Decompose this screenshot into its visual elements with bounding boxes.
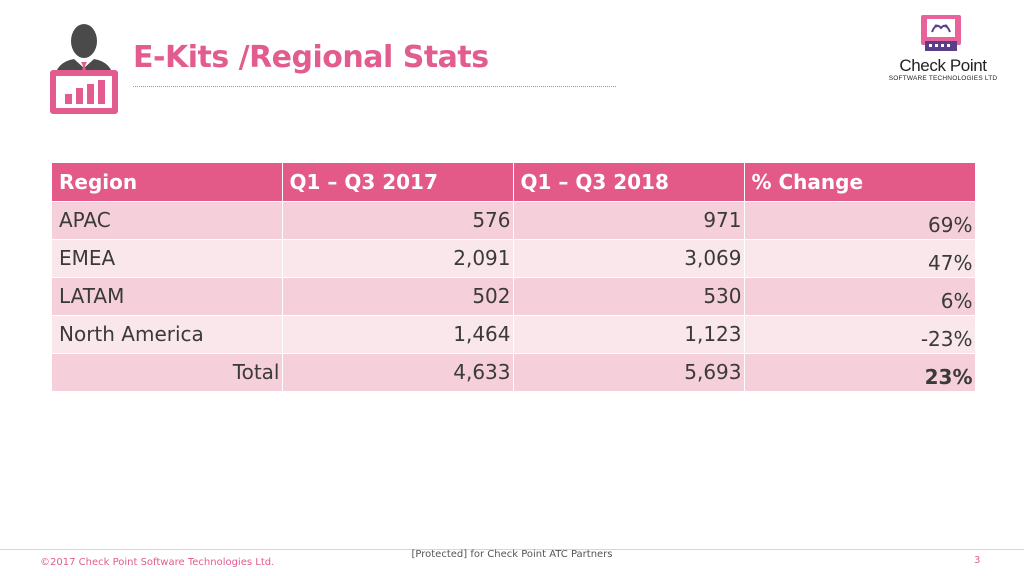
logo-subtitle: SOFTWARE TECHNOLOGIES LTD [888,75,998,82]
change-cell: -23% [744,315,976,354]
total-label-cell: Total [52,353,283,392]
value-2018-cell: 530 [513,277,745,316]
table-row: EMEA 2,091 3,069 47% [52,239,976,278]
value-2017-cell: 2,091 [282,239,514,278]
value-2018-cell: 1,123 [513,315,745,354]
value-2018-cell: 971 [513,201,745,240]
column-header-change: % Change [744,163,976,202]
title-divider [133,86,616,87]
person-with-chart-icon [50,24,118,114]
logo-name: Check Point [899,56,987,75]
table-row: LATAM 502 530 6% [52,277,976,316]
column-header-2017: Q1 – Q3 2017 [282,163,514,202]
footer-divider [0,549,1024,550]
value-2018-cell: 3,069 [513,239,745,278]
change-cell: 47% [744,239,976,278]
region-cell: North America [52,315,283,354]
slide-title: E-Kits /Regional Stats [133,40,489,75]
change-cell: 69% [744,201,976,240]
footer-classification: [Protected] for Check Point ATC Partners [411,549,613,560]
change-cell: 6% [744,277,976,316]
company-logo: Check Point SOFTWARE TECHNOLOGIES LTD [888,14,998,86]
column-header-region: Region [52,163,283,202]
total-2017-cell: 4,633 [282,353,514,392]
table-row: North America 1,464 1,123 -23% [52,315,976,354]
region-cell: LATAM [52,277,283,316]
value-2017-cell: 576 [282,201,514,240]
footer-copyright: ©2017 Check Point Software Technologies … [40,557,275,568]
value-2017-cell: 502 [282,277,514,316]
region-cell: EMEA [52,239,283,278]
column-header-2018: Q1 – Q3 2018 [513,163,745,202]
regional-stats-table: Region Q1 – Q3 2017 Q1 – Q3 2018 % Chang… [52,163,976,392]
total-change-cell: 23% [744,353,976,392]
table-row: APAC 576 971 69% [52,201,976,240]
table-total-row: Total 4,633 5,693 23% [52,353,976,392]
page-number: 3 [974,555,981,566]
table-header-row: Region Q1 – Q3 2017 Q1 – Q3 2018 % Chang… [52,163,976,202]
region-cell: APAC [52,201,283,240]
total-2018-cell: 5,693 [513,353,745,392]
check-point-monitor-icon [921,15,961,51]
value-2017-cell: 1,464 [282,315,514,354]
